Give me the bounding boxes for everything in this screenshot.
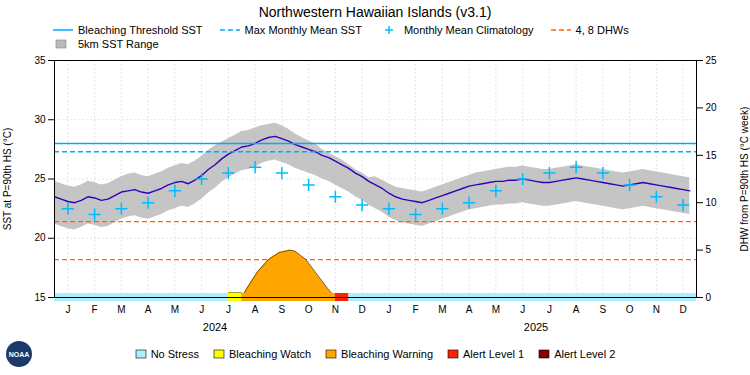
svg-text:SST at P=90th HS (°C): SST at P=90th HS (°C) (2, 128, 13, 230)
html-text:Bleaching Watch: Bleaching Watch (229, 348, 312, 360)
svg-text:D: D (359, 304, 366, 315)
html-text:NOAA: NOAA (8, 350, 30, 358)
svg-text:2025: 2025 (524, 321, 548, 333)
html-text:4, 8 DHWs: 4, 8 DHWs (575, 24, 629, 36)
svg-text:15: 15 (34, 292, 46, 303)
svg-text:25: 25 (34, 173, 46, 184)
svg-text:A: A (573, 304, 580, 315)
html-text:Alert Level 2: Alert Level 2 (554, 348, 616, 360)
svg-text:J: J (65, 304, 70, 315)
html-text:Alert Level 1: Alert Level 1 (463, 348, 525, 360)
svg-text:S: S (279, 304, 286, 315)
html-text:5km SST Range: 5km SST Range (78, 38, 159, 50)
svg-text:N: N (332, 304, 339, 315)
html-text:Max Monthly Mean SST: Max Monthly Mean SST (244, 24, 362, 36)
html-text:Northwestern Hawaiian Islands: Northwestern Hawaiian Islands (v3.1) (258, 4, 492, 20)
svg-text:N: N (653, 304, 660, 315)
svg-text:J: J (199, 304, 204, 315)
svg-text:M: M (492, 304, 500, 315)
svg-text:10: 10 (706, 197, 718, 208)
svg-text:DHW from P=90th HS (°C week): DHW from P=90th HS (°C week) (739, 107, 750, 252)
svg-text:5: 5 (706, 244, 712, 255)
svg-text:30: 30 (34, 114, 46, 125)
html-text:Bleaching Threshold SST: Bleaching Threshold SST (78, 24, 203, 36)
svg-text:2024: 2024 (203, 321, 227, 333)
svg-text:O: O (626, 304, 634, 315)
svg-text:A: A (145, 304, 152, 315)
svg-text:0: 0 (706, 292, 712, 303)
svg-text:20: 20 (34, 232, 46, 243)
svg-text:M: M (171, 304, 179, 315)
svg-text:A: A (252, 304, 259, 315)
svg-text:O: O (305, 304, 313, 315)
svg-text:J: J (226, 304, 231, 315)
svg-text:J: J (547, 304, 552, 315)
svg-text:20: 20 (706, 102, 718, 113)
html-text:Monthly Mean Climatology: Monthly Mean Climatology (403, 24, 534, 36)
svg-text:F: F (413, 304, 419, 315)
svg-text:M: M (438, 304, 446, 315)
svg-text:J: J (386, 304, 391, 315)
svg-text:D: D (680, 304, 687, 315)
svg-text:M: M (117, 304, 125, 315)
svg-text:15: 15 (706, 150, 718, 161)
svg-text:J: J (520, 304, 525, 315)
svg-text:F: F (92, 304, 98, 315)
html-text:Bleaching Warning: Bleaching Warning (341, 348, 433, 360)
svg-text:S: S (600, 304, 607, 315)
svg-text:35: 35 (34, 55, 46, 66)
svg-text:A: A (466, 304, 473, 315)
html-text:No Stress: No Stress (150, 348, 199, 360)
svg-text:25: 25 (706, 55, 718, 66)
